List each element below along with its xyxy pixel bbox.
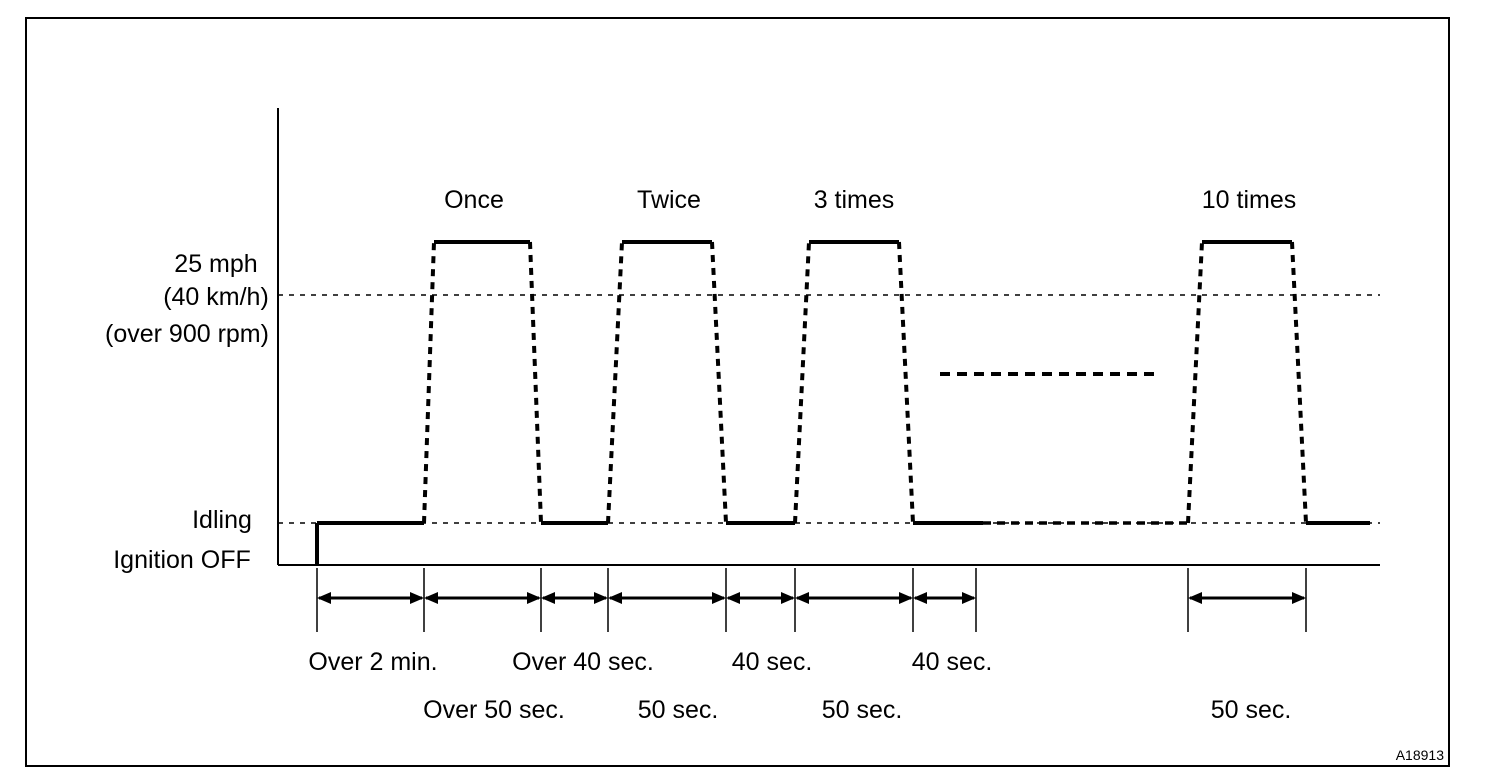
arrow-head <box>712 592 726 604</box>
arrow-head <box>781 592 795 604</box>
timing-arrows <box>317 592 1306 604</box>
time-label-row1: 40 sec. <box>732 648 813 676</box>
drive-pulse-10-times <box>1186 240 1308 524</box>
drive-pulse-once <box>422 240 543 524</box>
drive-pulse-3-times <box>793 240 915 524</box>
arrow-head <box>913 592 927 604</box>
diagram-frame <box>25 17 1450 767</box>
drive-pulses <box>422 240 1308 524</box>
arrow-head <box>1292 592 1306 604</box>
drive-pulse-twice <box>606 240 728 524</box>
cycle-label: Twice <box>637 186 701 214</box>
y-label-idle: Idling <box>192 506 252 534</box>
arrow-head <box>527 592 541 604</box>
time-label-row1: Over 2 min. <box>308 648 437 676</box>
y-label-rpm: (over 900 rpm) <box>105 320 269 348</box>
y-label-speed: 25 mph <box>174 250 257 278</box>
timing-ticks <box>316 568 1307 632</box>
arrow-head <box>1188 592 1202 604</box>
arrow-head <box>424 592 438 604</box>
time-label-row2: Over 50 sec. <box>423 696 565 724</box>
cycle-label: Once <box>444 186 504 214</box>
y-label-ignition-off: Ignition OFF <box>113 546 251 574</box>
arrow-head <box>594 592 608 604</box>
arrow-head <box>541 592 555 604</box>
cycle-label: 10 times <box>1202 186 1296 214</box>
arrow-head <box>962 592 976 604</box>
arrow-head <box>795 592 809 604</box>
time-label-row1: Over 40 sec. <box>512 648 654 676</box>
figure-id: A18913 <box>1396 747 1444 763</box>
arrow-head <box>608 592 622 604</box>
y-label-speed-kmh: (40 km/h) <box>163 283 269 311</box>
arrow-head <box>410 592 424 604</box>
time-label-row2: 50 sec. <box>1211 696 1292 724</box>
arrow-head <box>726 592 740 604</box>
arrow-head <box>317 592 331 604</box>
time-label-row2: 50 sec. <box>638 696 719 724</box>
cycle-label: 3 times <box>814 186 895 214</box>
arrow-head <box>899 592 913 604</box>
time-label-row2: 50 sec. <box>822 696 903 724</box>
time-label-row1: 40 sec. <box>912 648 993 676</box>
